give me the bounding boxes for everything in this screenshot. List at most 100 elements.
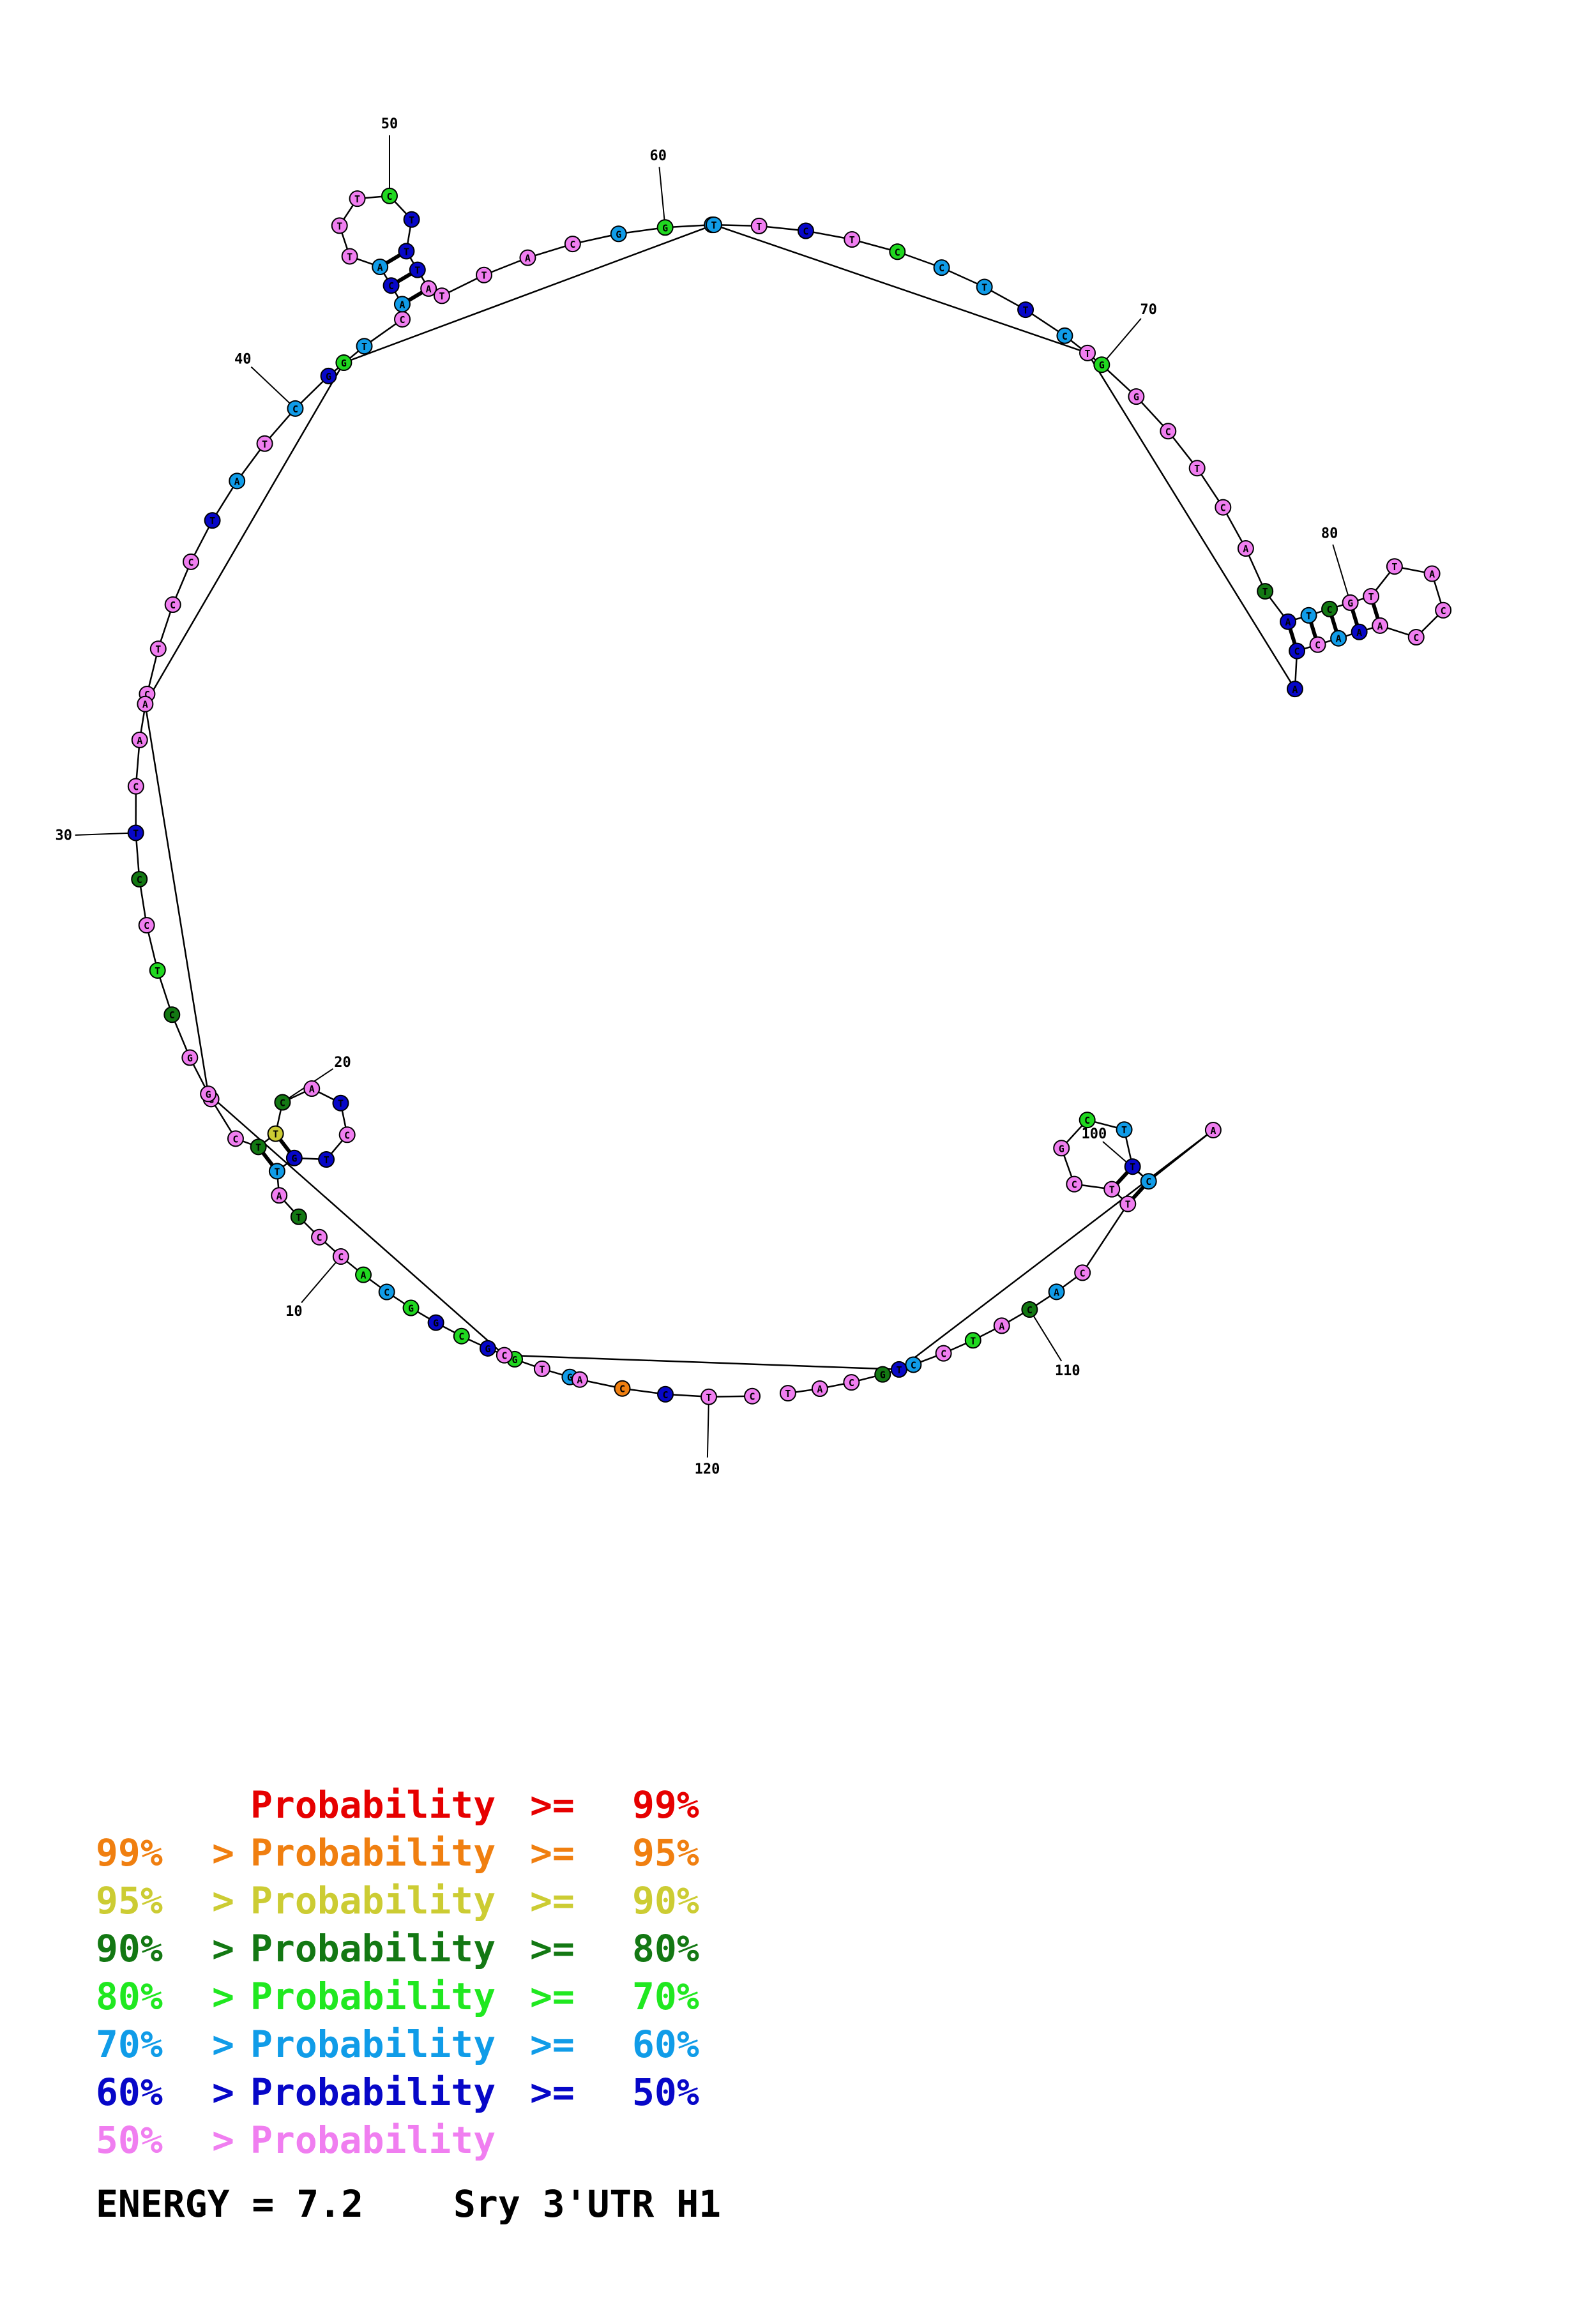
nucleotide: T xyxy=(257,436,273,451)
nucleotide-letter: G xyxy=(187,1053,193,1064)
nucleotide-letter: T xyxy=(439,290,444,302)
nucleotide: C xyxy=(844,1375,859,1390)
nucleotide-letter: T xyxy=(981,282,987,293)
nucleotide-letter: T xyxy=(1109,1184,1115,1196)
tick-label: 40 xyxy=(234,351,252,367)
nucleotide-letter: A xyxy=(377,262,383,273)
nucleotide: C xyxy=(1066,1177,1082,1192)
legend-gt-sign: > xyxy=(212,1925,234,1973)
nucleotide: T xyxy=(269,1163,285,1179)
nucleotide-letter: C xyxy=(803,226,808,238)
nucleotide-letter: C xyxy=(1315,640,1321,651)
nucleotide: A xyxy=(137,697,153,712)
nucleotide-letter: C xyxy=(941,1348,946,1360)
nucleotide-letter: T xyxy=(756,221,762,232)
nucleotide-letter: C xyxy=(232,1133,238,1145)
nucleotide-letter: C xyxy=(662,1389,668,1401)
nucleotide: G xyxy=(1094,357,1109,372)
nucleotide-letter: A xyxy=(1356,627,1362,638)
nucleotide: C xyxy=(183,554,199,570)
legend-ge-sign: >= xyxy=(530,2069,575,2116)
nucleotide-letter: C xyxy=(849,1377,854,1389)
nucleotide-letter: A xyxy=(1429,569,1435,580)
nucleotide: T xyxy=(701,1389,716,1405)
nucleotide-letter: T xyxy=(133,827,139,839)
nucleotide-letter: T xyxy=(1130,1161,1135,1173)
tick-line xyxy=(1102,319,1141,365)
legend-ge-sign: >= xyxy=(530,2021,575,2069)
nucleotide-letter: T xyxy=(409,215,414,226)
nucleotide-letter: T xyxy=(1368,591,1374,603)
nucleotide: T xyxy=(1387,559,1402,574)
nucleotide-letter: A xyxy=(1292,684,1298,695)
backbone-segment xyxy=(714,225,1087,353)
nucleotide-letter: C xyxy=(750,1391,755,1403)
nucleotide: C xyxy=(934,260,950,275)
nucleotide-letter: T xyxy=(255,1142,261,1153)
nucleotide-letter: C xyxy=(570,239,575,250)
nucleotide-letter: C xyxy=(1146,1176,1151,1188)
nucleotide: C xyxy=(379,1285,395,1300)
nucleotide-letter: T xyxy=(1391,561,1397,573)
nucleotide: T xyxy=(332,218,347,233)
nucleotide: T xyxy=(150,963,165,978)
nucleotide: T xyxy=(1117,1122,1132,1137)
nucleotide-letter: C xyxy=(292,404,298,415)
nucleotide: G xyxy=(321,368,337,384)
nucleotide: G xyxy=(287,1151,302,1166)
legend-lower-bound: 60% xyxy=(96,2069,163,2116)
nucleotide: G xyxy=(428,1315,444,1331)
nucleotide-letter: A xyxy=(1377,621,1383,632)
nucleotide-letter: C xyxy=(458,1331,464,1343)
nucleotide: A xyxy=(356,1267,371,1283)
legend-ge-sign: >= xyxy=(530,1877,575,1925)
nucleotide-letter: G xyxy=(341,358,347,369)
backbone-segment xyxy=(1149,1130,1213,1181)
nucleotide: A xyxy=(1372,618,1388,633)
nucleotide: T xyxy=(1363,589,1379,604)
nucleotide-letter: T xyxy=(337,220,342,232)
nucleotide: T xyxy=(205,513,220,528)
nucleotide-letter: T xyxy=(155,644,161,655)
nucleotide: C xyxy=(905,1357,921,1372)
nucleotide: T xyxy=(844,232,860,247)
nucleotide-letter: C xyxy=(169,1009,175,1021)
nucleotide: G xyxy=(611,226,626,241)
nucleotide: T xyxy=(398,243,414,259)
legend-gt-sign: > xyxy=(212,1973,234,2021)
nucleotide: T xyxy=(1257,584,1273,599)
tick-line xyxy=(1333,545,1350,603)
legend-upper-bound: 60% xyxy=(632,2021,699,2069)
nucleotide: C xyxy=(658,1387,673,1402)
nucleotide: C xyxy=(1057,328,1072,343)
nucleotide: A xyxy=(304,1081,319,1096)
legend-ge-sign: >= xyxy=(530,1973,575,2021)
nucleotide-letter: C xyxy=(280,1098,285,1109)
nucleotide: C xyxy=(287,401,303,416)
nucleotide: T xyxy=(752,218,767,234)
nucleotide-letter: A xyxy=(1243,543,1248,555)
nucleotide: G xyxy=(1054,1140,1069,1156)
nucleotide: T xyxy=(891,1362,907,1377)
nucleotide-letter: T xyxy=(785,1388,791,1400)
nucleotide-letter: T xyxy=(539,1364,545,1375)
nucleotide: G xyxy=(1128,389,1144,404)
nucleotide: C xyxy=(497,1348,512,1363)
nucleotide: C xyxy=(382,188,397,204)
nucleotide: T xyxy=(333,1096,348,1111)
energy-caption: ENERGY = 7.2 Sry 3'UTR H1 xyxy=(96,2180,140,2324)
nucleotide: C xyxy=(1160,423,1176,439)
backbone-segment xyxy=(504,1355,899,1370)
nucleotide-letter: A xyxy=(525,253,531,264)
tick-line xyxy=(251,367,295,409)
nucleotide-letter: A xyxy=(234,476,240,487)
sequence-name: Sry 3'UTR H1 xyxy=(453,2180,721,2228)
nucleotide-letter: T xyxy=(711,220,716,231)
backbone-segment xyxy=(145,704,208,1094)
backbone-segment xyxy=(145,363,344,704)
legend-gt-sign: > xyxy=(212,1829,234,1877)
nucleotide-letter: G xyxy=(880,1370,886,1381)
nucleotide: C xyxy=(890,244,905,259)
nucleotide: C xyxy=(936,1346,951,1361)
